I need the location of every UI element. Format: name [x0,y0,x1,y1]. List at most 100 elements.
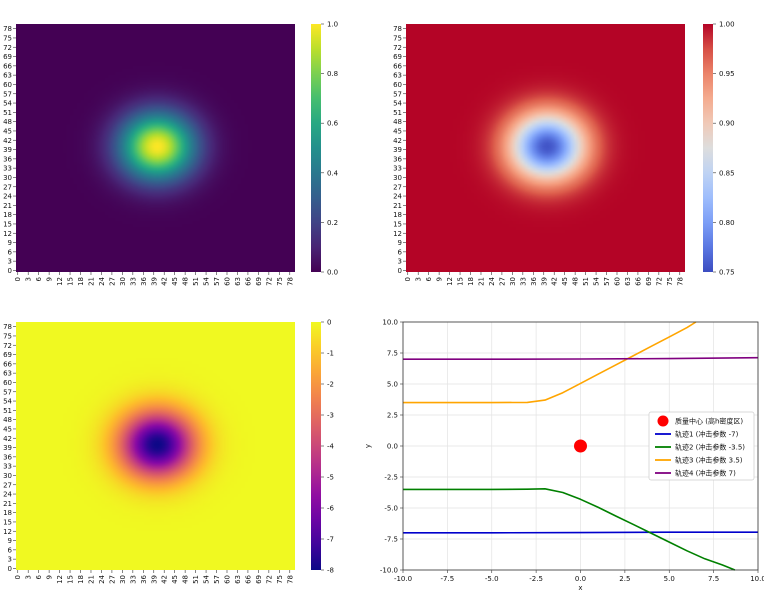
x-tick-label: 72 [265,575,273,584]
x-tick-label: 27 [108,575,116,584]
y-tick-label: 7.5 [387,350,398,358]
legend-label-mass-center: 质量中心 (高h密度区) [675,417,743,426]
x-tick-label: -2.5 [529,575,543,583]
x-tick-label: 60 [613,277,621,286]
plot-frame [402,321,759,571]
y-tick-label: 18 [393,211,402,219]
x-tick-label: 0 [14,277,22,281]
y-tick-label: 78 [3,25,12,33]
x-tick-label: 42 [161,277,169,286]
x-tick-label: 15 [67,277,75,286]
y-tick-label: 27 [3,481,12,489]
x-tick-label: 39 [150,575,158,584]
y-tick-label: -7.5 [384,536,398,544]
colorbar-tick-label: -1 [327,350,334,358]
y-tick-label: 42 [3,137,12,145]
y-tick-label: 75 [3,332,12,340]
x-tick-label: 45 [171,277,179,286]
x-tick-label: 57 [213,277,221,286]
y-tick-label: 75 [3,34,12,42]
seff-heatmap-image-frame [406,24,685,272]
y-tick-label: 33 [393,165,402,173]
y-tick-label: -2.5 [384,474,398,482]
seff-colorbar [703,24,713,272]
x-tick-label: 36 [530,276,538,285]
x-tick-label: 9 [46,575,54,579]
y-tick-label: 12 [3,528,12,536]
density-heatmap-panel: 0033669912121515181821212424272730303333… [3,21,339,286]
y-tick-label: 54 [3,398,12,406]
y-tick-label: 6 [398,248,403,256]
potential-heatmap-canvas [16,322,295,570]
y-tick-label: 12 [393,230,402,238]
x-tick-label: 18 [467,277,475,286]
y-tick-label: 27 [393,183,402,191]
x-tick-label: 63 [234,277,242,286]
y-tick-label: 39 [3,444,12,452]
trajectory-3-line [403,321,697,404]
y-tick-label: 18 [3,509,12,517]
y-tick-label: 63 [3,370,12,378]
y-tick-label: 6 [8,546,13,554]
x-tick-label: 48 [572,277,580,286]
colorbar-tick-label: -4 [327,443,335,451]
y-tick-label: 69 [3,351,12,359]
x-axis-label: x [578,584,582,592]
y-tick-label: 63 [3,72,12,80]
colorbar-tick-label: 0.85 [719,169,735,177]
x-tick-label: 78 [676,277,684,286]
y-tick-label: 15 [3,220,12,228]
x-tick-label: 66 [244,574,252,583]
y-tick-label: 57 [393,90,402,98]
y-tick-label: 5.0 [387,381,398,389]
x-tick-label: 57 [603,277,611,286]
x-tick-label: 48 [182,277,190,286]
trajectory-1-line [403,531,758,534]
y-tick-label: 30 [393,174,402,182]
y-tick-label: 9 [8,537,12,545]
x-tick-label: 15 [67,575,75,584]
trajectory-panel: -10.0 -7.5 -5.0 -2.5 0.0 2.5 5.0 7.5 10.0 -10.0 -7… [364,319,764,593]
x-tick-label: 6 [425,276,433,281]
colorbar-tick-label: 0.2 [327,219,338,227]
colorbar-tick-label: 0.4 [327,169,339,177]
x-tick-label: 72 [265,277,273,286]
y-tick-label: -5.0 [384,505,398,513]
y-tick-label: 21 [3,202,12,210]
colorbar-tick-label: -3 [327,412,334,420]
x-tick-label: 15 [457,277,465,286]
x-tick-label: 63 [234,575,242,584]
potential-heatmap-panel: 0033669912121515181821212424272730303333… [3,319,334,584]
y-tick-label: 9 [8,239,12,247]
x-tick-label: 54 [593,276,601,285]
colorbar-tick-label: 0 [327,319,331,327]
x-tick-label: 2.5 [619,575,630,583]
legend-marker-mass-center [657,415,669,427]
x-tick-label: 48 [182,575,190,584]
colorbar-tick-label: 0.95 [719,70,735,78]
x-tick-label: 9 [436,277,444,281]
x-tick-label: 0 [404,277,412,281]
y-tick-label: 63 [393,72,402,80]
y-tick-label: 0 [8,565,12,573]
colorbar-tick-label: 1.0 [327,21,338,29]
y-tick-label: 24 [3,193,12,201]
y-tick-label: 30 [3,174,12,182]
x-tick-label: 60 [223,575,231,584]
y-tick-label: 24 [393,193,402,201]
y-tick-label: 45 [3,425,12,433]
x-tick-label: 30 [119,575,127,584]
x-tick-label: 33 [519,277,527,286]
x-tick-label: 7.5 [708,575,719,583]
colorbar-tick-label: 0.0 [327,269,338,277]
mass-center-marker [574,439,587,453]
y-tick-label: 15 [393,220,402,228]
potential-heatmap-image-frame [16,322,295,570]
y-tick-label: 10.0 [382,319,398,327]
x-tick-label: 30 [119,277,127,286]
y-tick-label: 12 [3,230,12,238]
seff-heatmap-ticks: 0033669912121515181821212424272730303333… [393,25,684,286]
y-tick-label: 48 [393,118,402,126]
y-tick-label: 3 [8,258,12,266]
